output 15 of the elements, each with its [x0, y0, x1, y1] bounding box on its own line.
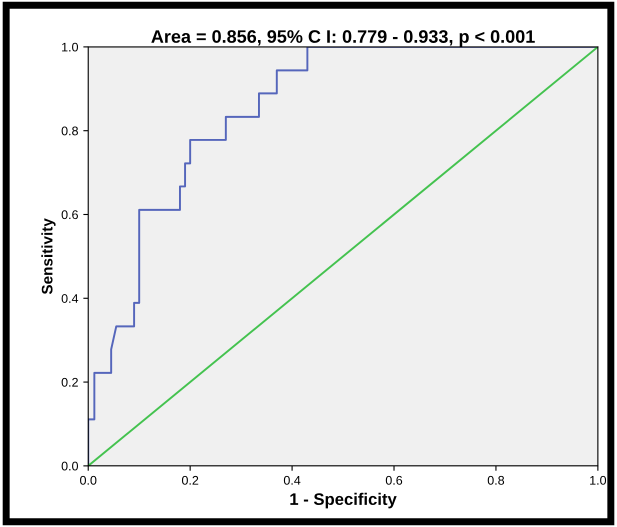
x-axis-title: 1 - Specificity	[290, 492, 397, 508]
y-tick-label: 1.0	[62, 42, 78, 52]
chart-title: Area = 0.856, 95% C I: 0.779 - 0.933, p < 0.001	[151, 30, 535, 46]
x-tick-label: 0.4	[284, 476, 300, 485]
x-tick-label: 0.2	[182, 476, 198, 485]
y-tick-label: 0.2	[62, 378, 78, 387]
x-tick-label: 0.8	[488, 476, 504, 485]
y-tick-label: 0.4	[62, 294, 78, 303]
x-tick-label: 0.0	[80, 476, 96, 485]
y-tick-label: 0.6	[62, 210, 78, 220]
x-tick-label: 1.0	[590, 476, 606, 485]
y-axis-title: Sensitivity	[41, 218, 56, 294]
y-tick-label: 0.8	[62, 126, 78, 136]
y-tick-label: 0.0	[62, 462, 78, 471]
x-tick-label: 0.6	[386, 476, 402, 485]
